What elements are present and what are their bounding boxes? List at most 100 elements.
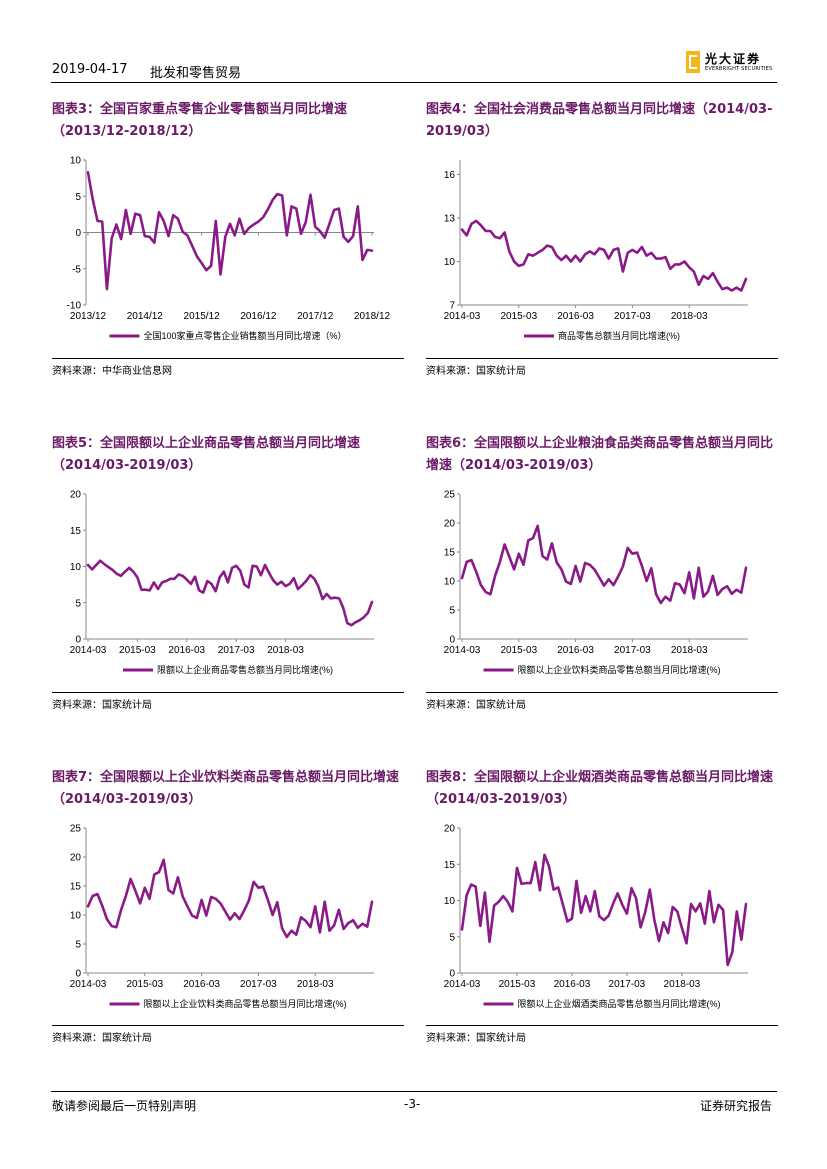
y-tick-label: 0 <box>75 969 81 980</box>
y-tick-label: 5 <box>449 932 455 943</box>
x-tick-label: 2014-03 <box>70 979 107 990</box>
figure-6-source: 资料来源：国家统计局 <box>426 700 526 711</box>
x-tick-label: 2017-03 <box>218 645 255 656</box>
x-tick-label: 2015-03 <box>499 979 536 990</box>
series-line <box>460 524 748 605</box>
x-tick-label: 2014-03 <box>444 979 481 990</box>
legend-label: 限额以上企业烟酒类商品零售总额当月同比增速(%) <box>518 998 721 1009</box>
y-tick-label: 10 <box>70 562 82 573</box>
y-tick-label: 20 <box>444 519 456 530</box>
y-tick-label: 0 <box>75 228 81 239</box>
figure-5-source-divider <box>52 692 404 693</box>
x-tick-label: 2018/12 <box>354 311 391 322</box>
x-tick-label: 2018-03 <box>267 645 304 656</box>
x-tick-label: 2018-03 <box>297 979 334 990</box>
legend-label: 限额以上企业饮料类商品零售总额当月同比增速(%) <box>518 664 721 675</box>
series-line <box>86 559 374 627</box>
y-tick-label: 25 <box>70 824 82 835</box>
figure-8-chart: 0 5 10 15 20 2014-03 2015-03 2016-03 2017-03 2018… <box>444 824 748 1009</box>
y-tick-label: 5 <box>75 940 81 951</box>
x-tick-label: 2016-03 <box>557 645 594 656</box>
y-tick-label: 20 <box>70 490 82 501</box>
y-tick-label: 15 <box>70 526 82 537</box>
series-line <box>86 858 374 939</box>
y-tick-label: 25 <box>444 490 456 501</box>
footer-report-type: 证券研究报告 <box>700 1099 773 1113</box>
y-tick-label: 13 <box>444 214 456 225</box>
x-tick-label: 2016-03 <box>554 979 591 990</box>
x-tick-label: 2015-03 <box>500 311 537 322</box>
legend-label: 限额以上企业商品零售总额当月同比增速(%) <box>157 664 333 675</box>
figure-6-title: 图表6：全国限额以上企业粮油食品类商品零售总额当月同比增速（2014/03-20… <box>426 436 774 473</box>
x-tick-label: 2014/12 <box>127 311 164 322</box>
y-tick-label: -10 <box>67 301 82 312</box>
y-tick-label: 15 <box>444 548 456 559</box>
y-tick-label: 0 <box>75 635 81 646</box>
y-tick-label: 10 <box>444 577 456 588</box>
legend-label: 限额以上企业饮料类商品零售总额当月同比增速(%) <box>144 998 347 1009</box>
x-tick-label: 2017-03 <box>609 979 646 990</box>
figure-4-source-divider <box>426 358 778 359</box>
x-tick-label: 2016-03 <box>168 645 205 656</box>
x-tick-label: 2016-03 <box>183 979 220 990</box>
figure-5-chart: 0 5 10 15 20 2014-03 2015-03 2016-03 2017-03 2018… <box>70 490 374 675</box>
figure-6-source-divider <box>426 692 778 693</box>
x-tick-label: 2014-03 <box>70 645 107 656</box>
figure-3-source-divider <box>52 358 404 359</box>
footer-divider <box>51 1091 777 1092</box>
x-tick-label: 2013/12 <box>70 311 107 322</box>
figure-6-chart: 0 5 10 15 20 25 2014-03 2015-03 2016-03 2017-03 20… <box>444 490 748 675</box>
legend-label: 商品零售总额当月同比增速(%) <box>558 330 680 341</box>
y-tick-label: 5 <box>75 598 81 609</box>
x-tick-label: 2015-03 <box>500 645 537 656</box>
y-tick-label: -5 <box>72 264 81 275</box>
figure-8-source-divider <box>426 1025 778 1026</box>
x-tick-label: 2017-03 <box>240 979 277 990</box>
x-tick-label: 2017-03 <box>614 311 651 322</box>
y-tick-label: 15 <box>444 860 456 871</box>
x-tick-label: 2018-03 <box>671 311 708 322</box>
y-tick-label: 16 <box>444 170 456 181</box>
y-tick-label: 10 <box>444 257 456 268</box>
figure-3-chart: -10 -5 0 5 10 2013/12 2014/12 2015/12 2016/12 201… <box>67 156 391 342</box>
y-tick-label: 20 <box>444 824 456 835</box>
header-divider <box>51 82 777 83</box>
y-tick-label: 5 <box>75 192 81 203</box>
x-tick-label: 2015-03 <box>126 979 163 990</box>
figure-8-title: 图表8：全国限额以上企业烟酒类商品零售总额当月同比增速（2014/03-2019… <box>426 770 774 807</box>
figure-4-title: 图表4：全国社会消费品零售总额当月同比增速（2014/03-2019/03） <box>426 102 773 139</box>
figure-7-source: 资料来源：国家统计局 <box>52 1033 152 1044</box>
x-tick-label: 2015-03 <box>119 645 156 656</box>
x-tick-label: 2015/12 <box>184 311 221 322</box>
series-line <box>460 853 748 967</box>
logo-chinese: 光大证券 <box>705 52 762 66</box>
footer-disclaimer: 敬请参阅最后一页特别声明 <box>52 1099 197 1113</box>
x-tick-label: 2018-03 <box>671 645 708 656</box>
figure-3-source: 资料来源：中华商业信息网 <box>52 366 172 377</box>
figure-5-source: 资料来源：国家统计局 <box>52 700 152 711</box>
x-tick-label: 2017/12 <box>297 311 334 322</box>
figure-4-chart: 7 10 13 16 2014-03 2015-03 2016-03 2017-03 2018-… <box>444 160 748 341</box>
y-tick-label: 20 <box>70 853 82 864</box>
x-tick-label: 2016/12 <box>240 311 277 322</box>
page-number: -3- <box>404 1097 421 1111</box>
series-line <box>86 170 374 291</box>
figure-7-chart: 0 5 10 15 20 25 2014-03 2015-03 2016-03 2017-03 20… <box>70 824 374 1009</box>
x-tick-label: 2014-03 <box>444 645 481 656</box>
y-tick-label: 15 <box>70 882 82 893</box>
y-tick-label: 0 <box>449 635 455 646</box>
figure-7-title: 图表7：全国限额以上企业饮料类商品零售总额当月同比增速（2014/03-2019… <box>52 770 400 807</box>
x-tick-label: 2018-03 <box>664 979 701 990</box>
legend-label: 全国100家重点零售企业销售额当月同比增速（%） <box>143 330 346 341</box>
x-tick-label: 2017-03 <box>614 645 651 656</box>
x-tick-label: 2014-03 <box>444 311 481 322</box>
y-tick-label: 10 <box>70 911 82 922</box>
y-tick-label: 10 <box>444 896 456 907</box>
figure-7-source-divider <box>52 1025 404 1026</box>
y-tick-label: 5 <box>449 606 455 617</box>
industry-name: 批发和零售贸易 <box>150 66 242 81</box>
y-tick-label: 10 <box>70 156 82 167</box>
figure-4-source: 资料来源：国家统计局 <box>426 366 526 377</box>
logo-english: EVERBRIGHT SECURITIES <box>705 66 773 72</box>
figure-8-source: 资料来源：国家统计局 <box>426 1033 526 1044</box>
